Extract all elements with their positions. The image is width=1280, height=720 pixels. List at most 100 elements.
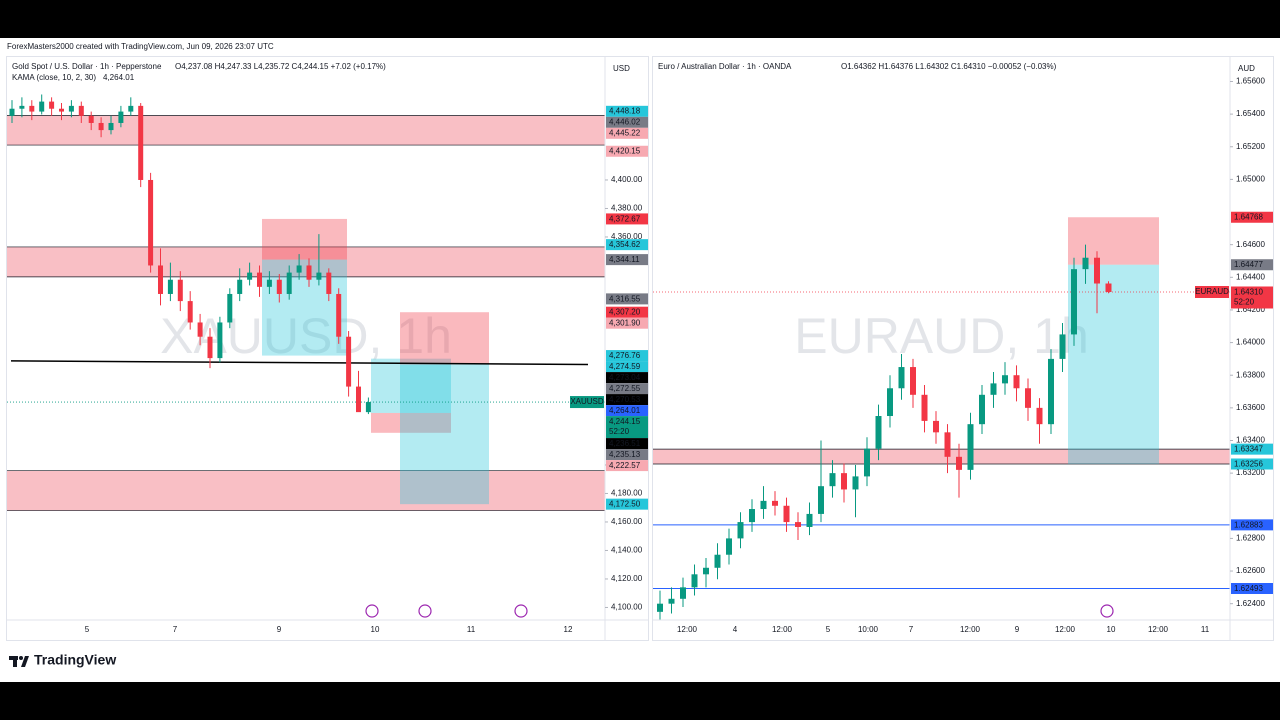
candle-body <box>979 394 985 425</box>
price-tag-label: 1.62883 <box>1234 520 1263 529</box>
y-tick-label: 1.63400 <box>1236 436 1265 445</box>
x-tick-label: 9 <box>277 625 282 634</box>
candle-body <box>187 301 193 323</box>
candle-body <box>266 279 272 287</box>
price-tag-label: 4,344.11 <box>609 255 640 264</box>
candle-body <box>29 105 35 112</box>
price-tag-label: 4,172.50 <box>609 500 641 509</box>
position-target <box>262 259 347 356</box>
watermark: EURAUD, 1h <box>794 308 1089 364</box>
currency: USD <box>613 64 630 73</box>
y-tick-label: 4,100.00 <box>611 603 643 612</box>
y-tick-label: 1.62400 <box>1236 599 1265 608</box>
candle-body <box>772 500 778 506</box>
candle-body <box>217 322 223 359</box>
y-tick-label: 1.63200 <box>1236 468 1265 477</box>
x-tick-label: 7 <box>909 625 914 634</box>
candle-body <box>1059 334 1066 359</box>
price-tag <box>1231 519 1273 531</box>
candle-body <box>346 336 352 387</box>
price-tag <box>606 383 648 395</box>
y-tick-label: 4,360.00 <box>611 232 643 241</box>
x-tick-label: 12 <box>564 625 573 634</box>
y-tick-label: 1.63600 <box>1236 403 1265 412</box>
ohlc-legend: O1.64362 H1.64376 L1.64302 C1.64310 −0.0… <box>841 62 1057 71</box>
candle-body <box>128 105 134 112</box>
candle-body <box>783 505 790 523</box>
candle-body <box>726 538 732 555</box>
candle-body <box>108 122 114 131</box>
position-stop <box>262 218 347 260</box>
symbol-label: XAUUSD <box>570 397 604 406</box>
last-price: 4,244.15 <box>609 417 641 426</box>
position-stop <box>371 412 451 433</box>
price-tag <box>606 350 648 362</box>
x-tick-label: 10 <box>1107 625 1116 634</box>
candle-body <box>967 424 974 470</box>
price-tag-label: 4,448.18 <box>609 107 641 116</box>
candle-body <box>118 111 124 123</box>
price-tag <box>606 239 648 251</box>
candle-body <box>316 272 322 280</box>
price-tag <box>1231 211 1273 223</box>
candle-body <box>177 279 183 302</box>
x-tick-label: 5 <box>85 625 90 634</box>
y-tick-label: 1.64200 <box>1236 305 1265 314</box>
candle-body <box>59 108 64 112</box>
event-icon <box>365 604 379 618</box>
candle-body <box>714 554 721 568</box>
candle-body <box>921 394 928 421</box>
y-tick-label: 4,380.00 <box>611 204 643 213</box>
price-tag <box>606 254 648 266</box>
candle-body <box>68 105 74 112</box>
y-tick-label: 1.64000 <box>1236 338 1265 347</box>
price-tag-label: 4,445.22 <box>609 129 641 138</box>
y-tick-label: 4,400.00 <box>611 175 643 184</box>
price-tag-label: 1.64768 <box>1234 213 1263 222</box>
price-tag-label: 4,264.01 <box>609 406 641 415</box>
price-tag-label: 4,446.02 <box>609 118 641 127</box>
candle-body <box>910 367 916 395</box>
price-tag-label: 4,274.59 <box>609 362 641 371</box>
candle-body <box>657 603 663 612</box>
y-tick-label: 4,120.00 <box>611 574 643 583</box>
price-tag <box>606 460 648 472</box>
last-price-badge <box>1231 286 1273 309</box>
price-tag-label: 4,372.67 <box>609 214 641 223</box>
x-tick-label: 7 <box>173 625 178 634</box>
x-tick-label: 12:00 <box>677 625 698 634</box>
price-tag <box>606 394 648 406</box>
candle-body <box>760 500 767 510</box>
zone <box>7 470 605 511</box>
attribution: ForexMasters2000 created with TradingVie… <box>7 42 274 51</box>
y-tick-label: 1.62800 <box>1236 534 1265 543</box>
price-tag <box>606 105 648 117</box>
position-stop <box>400 312 489 365</box>
x-tick-label: 5 <box>826 625 831 634</box>
price-tag-label: 4,236.51 <box>609 439 641 448</box>
candle-body <box>247 272 253 280</box>
candle-body <box>1025 388 1031 408</box>
price-tag-label: 4,316.55 <box>609 294 641 303</box>
candle-body <box>795 522 801 527</box>
price-tag <box>606 317 648 329</box>
zone <box>653 449 1230 464</box>
candle-body <box>207 336 213 359</box>
candle-body <box>39 101 45 112</box>
chart: XAUUSD, 1h Gold Spot / U.S. Dollar · 1h ·… <box>7 57 648 640</box>
candle-body <box>356 386 361 413</box>
price-tag <box>606 213 648 225</box>
right-panel <box>652 56 1274 641</box>
candle-body <box>1048 358 1054 425</box>
price-tag-label: 4,235.13 <box>609 450 641 459</box>
candle-body <box>49 101 55 109</box>
pane: EURAUD, 1h <box>653 217 1230 620</box>
y-tick-label: 1.65200 <box>1236 142 1265 151</box>
last-price-badge <box>606 416 648 439</box>
price-tag <box>606 449 648 461</box>
price-tag <box>606 361 648 373</box>
price-tag-label: 1.62493 <box>1234 584 1263 593</box>
candle-body <box>197 322 203 337</box>
candle-body <box>227 293 233 323</box>
